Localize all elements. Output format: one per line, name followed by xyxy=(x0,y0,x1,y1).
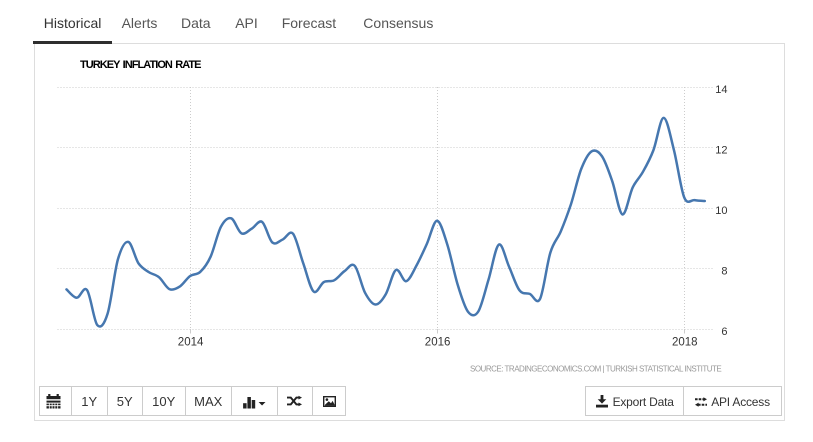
svg-text:2016: 2016 xyxy=(425,337,451,349)
svg-text:14: 14 xyxy=(715,84,727,96)
svg-text:12: 12 xyxy=(715,145,727,157)
svg-text:TURKEY INFLATION RATE: TURKEY INFLATION RATE xyxy=(80,59,201,71)
svg-text:SOURCE: TRADINGECONOMICS.COM |: SOURCE: TRADINGECONOMICS.COM | TURKISH S… xyxy=(470,364,721,373)
svg-text:10: 10 xyxy=(715,205,727,217)
svg-text:2018: 2018 xyxy=(672,337,698,349)
svg-text:6: 6 xyxy=(721,326,727,338)
svg-text:8: 8 xyxy=(721,266,727,278)
svg-text:2014: 2014 xyxy=(178,337,204,349)
